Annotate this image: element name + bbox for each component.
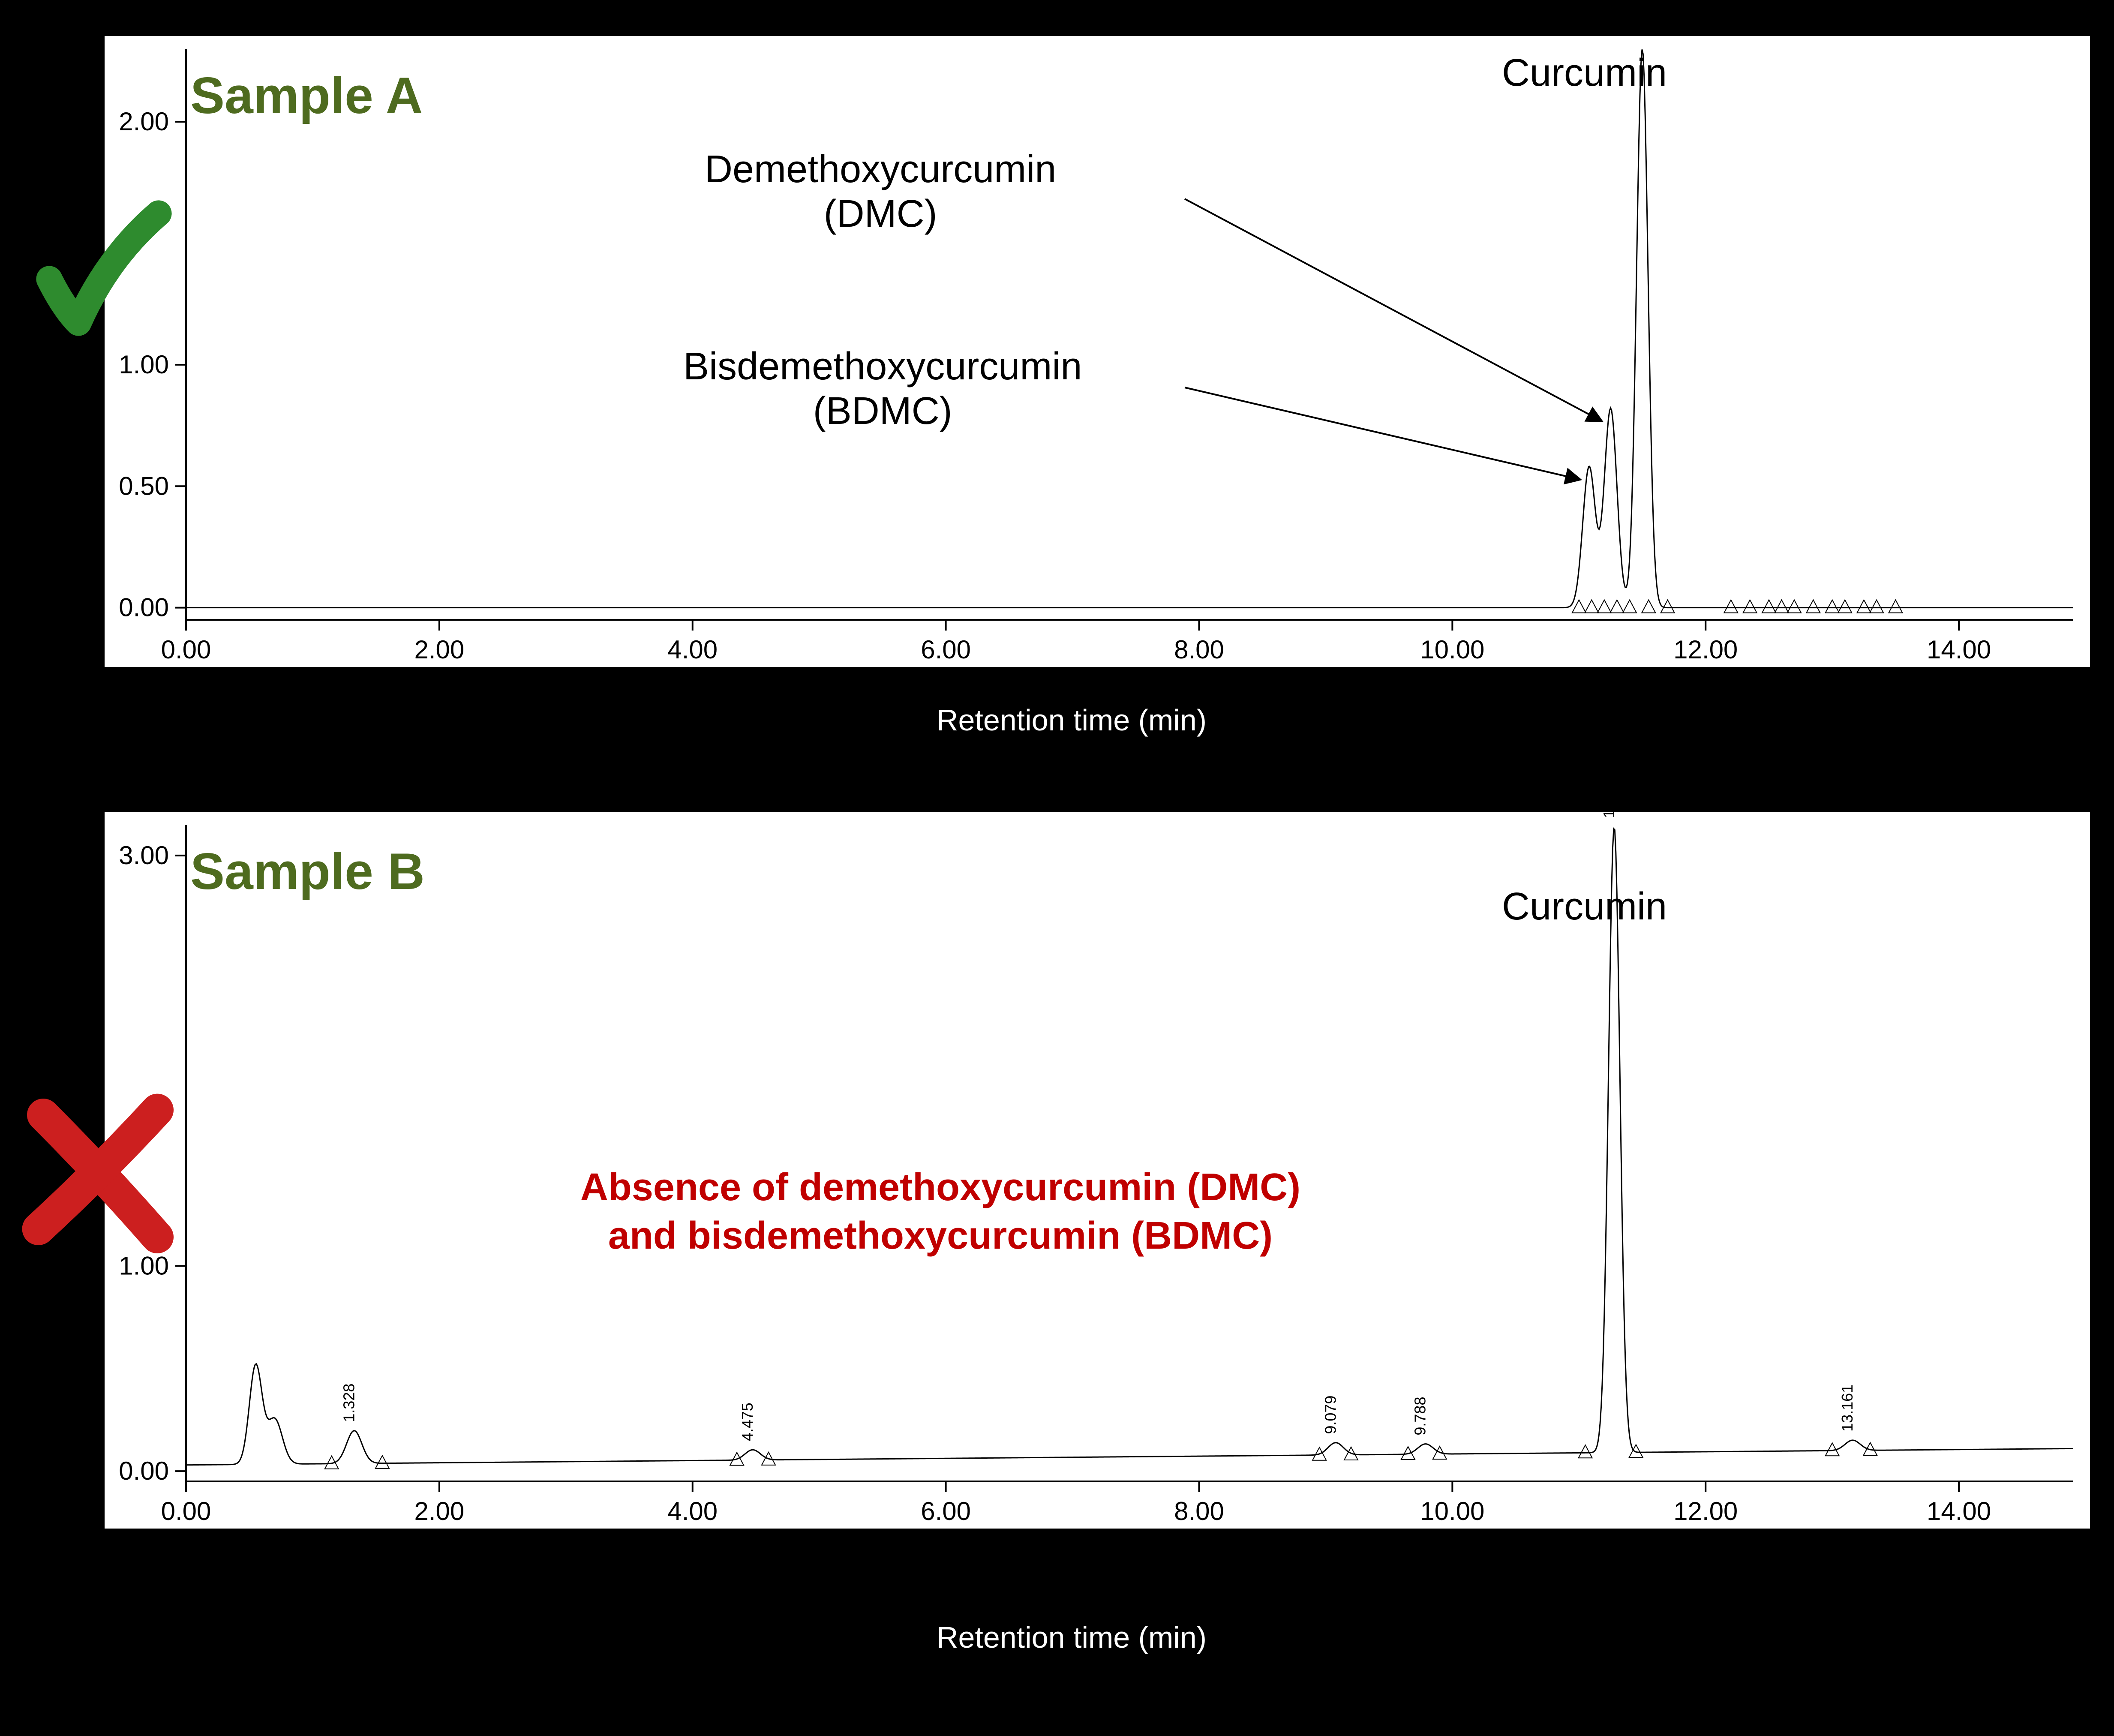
svg-text:0.00: 0.00 bbox=[119, 1457, 169, 1485]
svg-text:4.00: 4.00 bbox=[667, 1497, 718, 1526]
svg-text:0.50: 0.50 bbox=[119, 472, 169, 500]
svg-text:13.161: 13.161 bbox=[1838, 1385, 1856, 1432]
svg-text:14.00: 14.00 bbox=[1927, 1497, 1991, 1526]
svg-text:0.00: 0.00 bbox=[161, 1497, 211, 1526]
svg-text:6.00: 6.00 bbox=[921, 635, 971, 664]
svg-text:10.00: 10.00 bbox=[1420, 1497, 1484, 1526]
svg-text:0.00: 0.00 bbox=[161, 635, 211, 664]
page: Sample A Curcumin Demethoxycurcumin(DMC)… bbox=[0, 0, 2114, 1736]
x-axis-caption-a: Retention time (min) bbox=[77, 703, 2066, 737]
svg-text:2.00: 2.00 bbox=[414, 1497, 464, 1526]
svg-text:4.00: 4.00 bbox=[667, 635, 718, 664]
chromatogram-a: 0.00 0.50 1.00 2.00 0.00 2.00 4.00 6.00 8.00 10.0… bbox=[105, 36, 2090, 667]
panel-a: Sample A Curcumin Demethoxycurcumin(DMC)… bbox=[103, 34, 2092, 669]
x-axis-caption-b: Retention time (min) bbox=[77, 1620, 2066, 1655]
svg-text:9.788: 9.788 bbox=[1411, 1397, 1429, 1436]
svg-text:1.00: 1.00 bbox=[119, 350, 169, 379]
svg-text:12.00: 12.00 bbox=[1673, 1497, 1738, 1526]
svg-text:4.475: 4.475 bbox=[739, 1403, 756, 1441]
svg-text:0.00: 0.00 bbox=[119, 593, 169, 622]
svg-text:1.328: 1.328 bbox=[340, 1384, 357, 1422]
svg-text:10.00: 10.00 bbox=[1420, 635, 1484, 664]
panel-b: Sample B Curcumin Absence of demethoxycu… bbox=[103, 810, 2092, 1530]
svg-text:2.00: 2.00 bbox=[414, 635, 464, 664]
svg-text:1.00: 1.00 bbox=[119, 1251, 169, 1280]
svg-text:2.00: 2.00 bbox=[119, 107, 169, 136]
svg-text:6.00: 6.00 bbox=[921, 1497, 971, 1526]
chromatogram-b: 0.00 1.00 3.00 0.00 2.00 4.00 6.00 8.00 10.00 12.… bbox=[105, 812, 2090, 1529]
svg-text:14.00: 14.00 bbox=[1927, 635, 1991, 664]
svg-text:11.278: 11.278 bbox=[1600, 812, 1618, 818]
svg-text:12.00: 12.00 bbox=[1673, 635, 1738, 664]
svg-text:8.00: 8.00 bbox=[1174, 1497, 1224, 1526]
svg-text:9.079: 9.079 bbox=[1321, 1396, 1339, 1434]
svg-text:8.00: 8.00 bbox=[1174, 635, 1224, 664]
svg-text:3.00: 3.00 bbox=[119, 841, 169, 870]
